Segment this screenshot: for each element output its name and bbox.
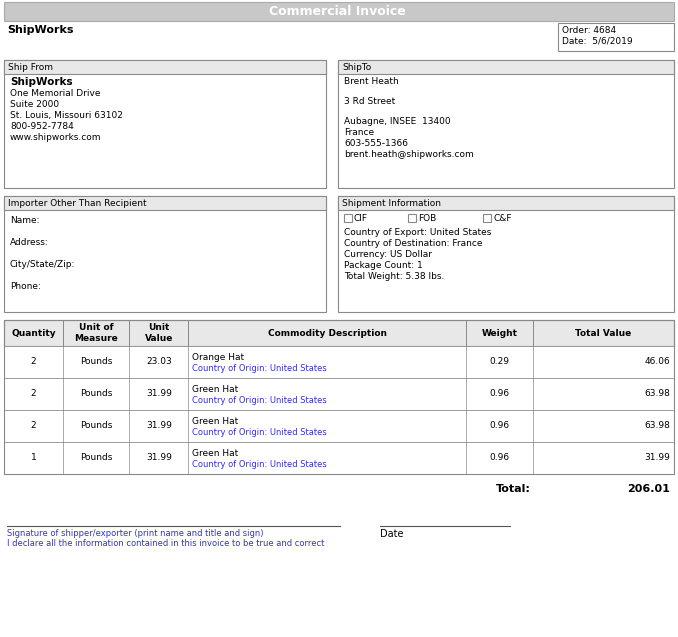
Text: Green Hat: Green Hat (193, 449, 239, 458)
Text: Currency: US Dollar: Currency: US Dollar (344, 250, 432, 259)
Text: Country of Origin: United States: Country of Origin: United States (193, 396, 327, 405)
Text: Pounds: Pounds (80, 357, 113, 366)
Bar (338, 60, 674, 74)
Text: 31.99: 31.99 (146, 422, 172, 431)
Text: Pounds: Pounds (80, 422, 113, 431)
Text: 800-952-7784: 800-952-7784 (10, 122, 74, 131)
Text: Commercial Invoice: Commercial Invoice (268, 5, 405, 18)
Bar (4, 60, 326, 74)
Bar (558, 23, 674, 51)
Text: Green Hat: Green Hat (193, 417, 239, 426)
Text: 63.98: 63.98 (644, 389, 670, 399)
Text: 31.99: 31.99 (146, 389, 172, 399)
Text: Package Count: 1: Package Count: 1 (344, 261, 423, 270)
Bar (338, 60, 674, 188)
Text: I declare all the information contained in this invoice to be true and correct: I declare all the information contained … (7, 539, 324, 548)
Text: brent.heath@shipworks.com: brent.heath@shipworks.com (344, 150, 474, 159)
Text: Total Weight: 5.38 lbs.: Total Weight: 5.38 lbs. (344, 272, 444, 281)
Bar (4, 196, 326, 312)
Text: Total:: Total: (496, 484, 531, 494)
Text: Importer Other Than Recipient: Importer Other Than Recipient (8, 199, 146, 208)
Text: Phone:: Phone: (10, 282, 41, 291)
Text: City/State/Zip:: City/State/Zip: (10, 260, 75, 269)
Text: Country of Destination: France: Country of Destination: France (344, 239, 483, 248)
Bar (338, 196, 674, 312)
Bar (4, 410, 674, 442)
Bar (4, 60, 326, 188)
Text: Quantity: Quantity (11, 329, 56, 338)
Text: Date: Date (380, 529, 403, 539)
Text: 0.96: 0.96 (490, 389, 510, 399)
Bar (408, 214, 416, 222)
Bar (344, 214, 352, 222)
Text: Total Value: Total Value (575, 329, 631, 338)
Text: One Memorial Drive: One Memorial Drive (10, 89, 100, 98)
Bar (4, 346, 674, 378)
Text: CIF: CIF (354, 214, 368, 223)
Bar (4, 320, 674, 346)
Text: St. Louis, Missouri 63102: St. Louis, Missouri 63102 (10, 111, 123, 120)
Text: 31.99: 31.99 (644, 454, 670, 462)
Text: Aubagne, INSEE  13400: Aubagne, INSEE 13400 (344, 117, 451, 126)
Text: Address:: Address: (10, 238, 49, 247)
Text: ShipTo: ShipTo (342, 62, 372, 71)
Text: www.shipworks.com: www.shipworks.com (10, 133, 102, 142)
Text: Ship From: Ship From (8, 62, 53, 71)
Text: Country of Export: United States: Country of Export: United States (344, 228, 492, 237)
Text: 23.03: 23.03 (146, 357, 172, 366)
Text: Date:  5/6/2019: Date: 5/6/2019 (562, 37, 633, 46)
Text: 31.99: 31.99 (146, 454, 172, 462)
Text: Shipment Information: Shipment Information (342, 199, 441, 208)
Text: 2: 2 (31, 389, 37, 399)
Text: Suite 2000: Suite 2000 (10, 100, 59, 109)
Text: 1: 1 (31, 454, 37, 462)
Text: Unit of
Measure: Unit of Measure (75, 324, 118, 343)
Text: Commodity Description: Commodity Description (268, 329, 386, 338)
Text: Country of Origin: United States: Country of Origin: United States (193, 460, 327, 469)
Bar (4, 320, 674, 474)
Text: 603-555-1366: 603-555-1366 (344, 139, 408, 148)
Text: Pounds: Pounds (80, 454, 113, 462)
Text: Country of Origin: United States: Country of Origin: United States (193, 428, 327, 437)
Text: 0.96: 0.96 (490, 422, 510, 431)
Text: Orange Hat: Orange Hat (193, 353, 244, 362)
Text: 2: 2 (31, 357, 37, 366)
Text: 3 Rd Street: 3 Rd Street (344, 97, 395, 106)
Text: ShipWorks: ShipWorks (7, 25, 73, 35)
Text: Country of Origin: United States: Country of Origin: United States (193, 364, 327, 373)
Bar (338, 196, 674, 210)
Text: 206.01: 206.01 (627, 484, 670, 494)
Text: Green Hat: Green Hat (193, 385, 239, 394)
Text: Weight: Weight (481, 329, 517, 338)
Text: 0.96: 0.96 (490, 454, 510, 462)
Text: 2: 2 (31, 422, 37, 431)
Text: Brent Heath: Brent Heath (344, 77, 399, 86)
Text: 0.29: 0.29 (490, 357, 509, 366)
Text: FOB: FOB (418, 214, 436, 223)
Text: Pounds: Pounds (80, 389, 113, 399)
Text: France: France (344, 128, 374, 137)
Text: Signature of shipper/exporter (print name and title and sign): Signature of shipper/exporter (print nam… (7, 529, 264, 538)
Text: 46.06: 46.06 (644, 357, 670, 366)
Bar (4, 2, 674, 21)
Text: Unit
Value: Unit Value (144, 324, 173, 343)
Text: Order: 4684: Order: 4684 (562, 26, 616, 35)
Text: 63.98: 63.98 (644, 422, 670, 431)
Bar (4, 442, 674, 474)
Bar (4, 378, 674, 410)
Text: ShipWorks: ShipWorks (10, 77, 73, 87)
Bar (483, 214, 491, 222)
Text: C&F: C&F (493, 214, 511, 223)
Text: Name:: Name: (10, 216, 39, 225)
Bar (4, 196, 326, 210)
